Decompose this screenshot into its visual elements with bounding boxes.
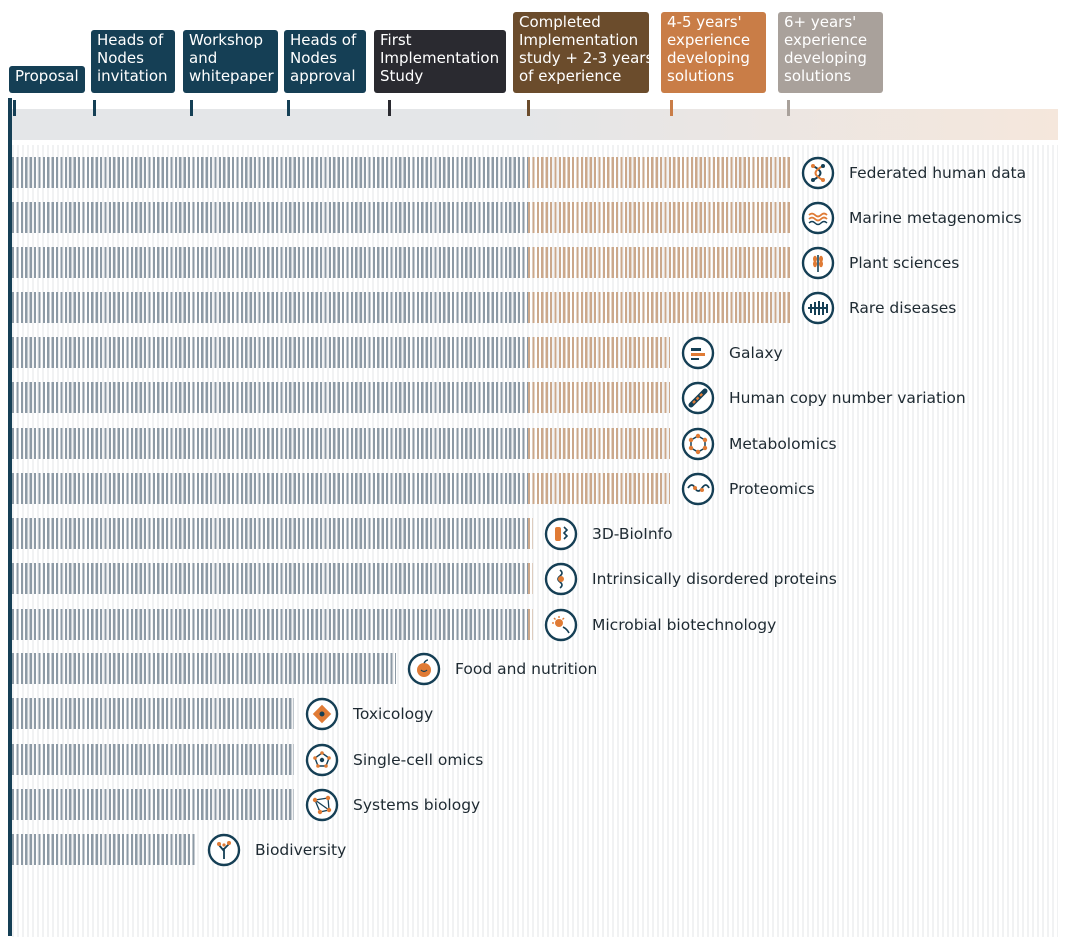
- community-bar: [12, 563, 533, 594]
- community-label: Marine metagenomics: [849, 209, 1022, 227]
- bar-segment-early: [12, 563, 528, 594]
- milestone-tick-7: [670, 100, 673, 116]
- bar-segment-early: [12, 744, 294, 775]
- bar-segment-late: [528, 337, 670, 368]
- network-icon: [305, 788, 339, 822]
- community-label: Human copy number variation: [729, 389, 966, 407]
- community-bar: [12, 518, 533, 549]
- community-label: Proteomics: [729, 480, 815, 498]
- bar-segment-early: [12, 202, 528, 233]
- community-bar: [12, 653, 396, 684]
- community-bar: [12, 337, 670, 368]
- community-label: Toxicology: [353, 705, 434, 723]
- community-label: Systems biology: [353, 796, 481, 814]
- bar-segment-early: [12, 428, 528, 459]
- bar-segment-early: [12, 473, 528, 504]
- bar-segment-early: [12, 157, 528, 188]
- wave-peak-icon: [681, 472, 715, 506]
- milestone-label-8: 6+ years' experience developing solutions: [778, 12, 883, 93]
- bar-segment-early: [12, 247, 528, 278]
- wheat-icon: [801, 246, 835, 280]
- milestone-tick-4: [287, 100, 290, 116]
- bar-segment-late: [528, 157, 790, 188]
- community-bar: [12, 202, 790, 233]
- bar-segment-early: [12, 337, 528, 368]
- bar-segment-late: [528, 609, 533, 640]
- milestone-tick-2: [93, 100, 96, 116]
- hazard-icon: [305, 697, 339, 731]
- bar-segment-early: [12, 789, 294, 820]
- milestone-tick-5: [388, 100, 391, 116]
- bar-segment-late: [528, 202, 790, 233]
- bar-segment-late: [528, 292, 790, 323]
- community-label: Rare diseases: [849, 299, 957, 317]
- bar-segment-early: [12, 382, 528, 413]
- bar-segment-early: [12, 698, 294, 729]
- people-icon: [801, 291, 835, 325]
- bar-segment-late: [528, 518, 533, 549]
- community-label: Food and nutrition: [455, 660, 598, 678]
- milestone-tick-1: [13, 100, 16, 116]
- community-label: Microbial biotechnology: [592, 616, 777, 634]
- milestone-label-2: Heads of Nodes invitation: [91, 30, 175, 93]
- milestone-label-7: 4-5 years' experience developing solutions: [661, 12, 766, 93]
- community-bar: [12, 292, 790, 323]
- community-bar: [12, 157, 790, 188]
- community-label: Intrinsically disordered proteins: [592, 570, 837, 588]
- bar-segment-early: [12, 653, 396, 684]
- community-bar: [12, 247, 790, 278]
- community-bar: [12, 698, 294, 729]
- molecule-ring-icon: [681, 427, 715, 461]
- community-label: Plant sciences: [849, 254, 960, 272]
- microbe-icon: [544, 608, 578, 642]
- milestone-tick-8: [787, 100, 790, 116]
- community-label: Metabolomics: [729, 435, 837, 453]
- milestone-label-3: Workshop and whitepaper: [183, 30, 278, 93]
- bar-segment-late: [528, 247, 790, 278]
- bar-segment-early: [12, 292, 528, 323]
- community-label: Federated human data: [849, 164, 1027, 182]
- community-bar: [12, 744, 294, 775]
- bar-segment-early: [12, 609, 528, 640]
- milestone-label-5: First Implementation Study: [374, 30, 506, 93]
- community-bar: [12, 789, 294, 820]
- tree-icon: [207, 833, 241, 867]
- bar-segment-late: [528, 428, 670, 459]
- bar-segment-late: [528, 563, 533, 594]
- community-label: 3D-BioInfo: [592, 525, 673, 543]
- dna-icon: [801, 156, 835, 190]
- community-label: Galaxy: [729, 344, 783, 362]
- community-bar: [12, 473, 670, 504]
- milestone-label-1: Proposal: [9, 66, 85, 93]
- galaxy-icon: [681, 336, 715, 370]
- milestone-tick-3: [190, 100, 193, 116]
- milestone-label-6: Completed Implementation study + 2-3 years…: [513, 12, 653, 93]
- bar-segment-late: [528, 473, 670, 504]
- community-label: Single-cell omics: [353, 751, 484, 769]
- community-bar: [12, 609, 533, 640]
- timeline-band: [12, 109, 1058, 140]
- community-bar: [12, 834, 196, 865]
- chromosome-icon: [681, 381, 715, 415]
- disordered-chain-icon: [544, 562, 578, 596]
- cell-icon: [305, 743, 339, 777]
- timeline-axis: [8, 98, 12, 936]
- bar-segment-late: [528, 382, 670, 413]
- bar-segment-early: [12, 518, 528, 549]
- apple-icon: [407, 652, 441, 686]
- protein-structure-icon: [544, 517, 578, 551]
- community-bar: [12, 382, 670, 413]
- community-bar: [12, 428, 670, 459]
- milestone-label-4: Heads of Nodes approval: [284, 30, 366, 93]
- waves-icon: [801, 201, 835, 235]
- milestone-tick-6: [527, 100, 530, 116]
- bar-segment-early: [12, 834, 196, 865]
- community-label: Biodiversity: [255, 841, 347, 859]
